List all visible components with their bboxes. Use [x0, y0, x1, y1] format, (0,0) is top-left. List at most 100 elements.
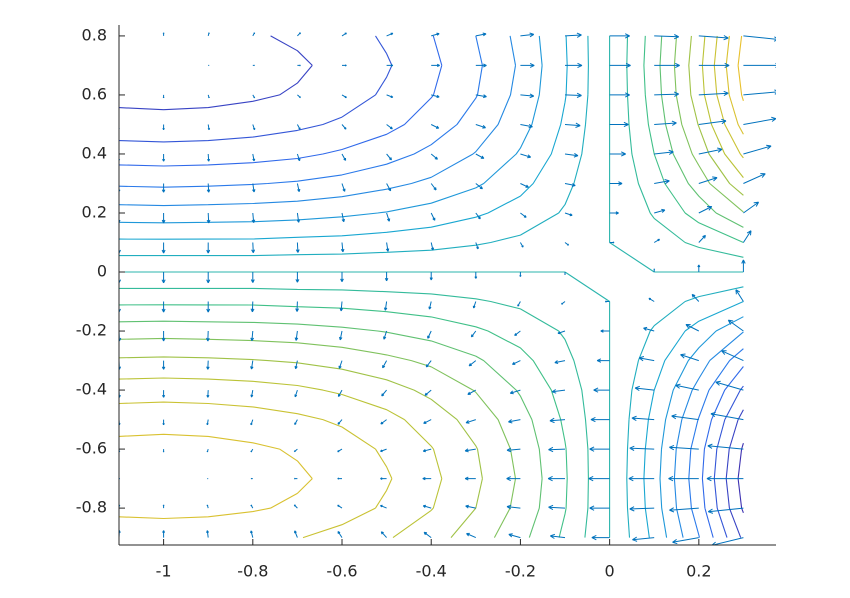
quiver-arrow [337, 530, 343, 538]
quiver-arrow [428, 301, 432, 310]
quiver-arrow [296, 212, 301, 223]
quiver-arrow [672, 537, 699, 545]
x-tick-label: -0.8 [237, 562, 268, 581]
quiver-arrow [251, 212, 256, 223]
quiver-arrow [634, 385, 655, 392]
x-tick-label: -0.4 [416, 562, 447, 581]
quiver-arrow [206, 183, 211, 193]
quiver-arrow [206, 360, 210, 370]
quiver-arrow [340, 242, 345, 253]
quiver-arrow [698, 62, 730, 69]
quiver-arrow [609, 62, 631, 69]
quiver-arrow [206, 330, 210, 342]
quiver-arrow [654, 34, 680, 40]
quiver-arrow [295, 301, 299, 312]
quiver-arrow [207, 153, 211, 162]
quiver-arrow [506, 504, 521, 510]
y-tick-label: -0.2 [76, 321, 107, 340]
quiver-arrow [430, 212, 436, 221]
quiver-arrow [509, 389, 521, 395]
quiver-arrow [669, 444, 699, 451]
quiver-arrow [548, 504, 566, 511]
quiver-arrow [162, 419, 165, 426]
quiver-arrow [512, 360, 521, 365]
quiver-arrow [698, 118, 727, 125]
quiver-arrow [520, 123, 533, 129]
quiver-arrow [250, 360, 254, 370]
quiver-arrow [337, 419, 343, 425]
quiver-arrow [161, 242, 166, 254]
quiver-arrow [680, 353, 699, 362]
quiver-arrow [632, 536, 655, 542]
quiver-arrow [609, 121, 629, 128]
contour-line [119, 35, 744, 538]
quiver-arrow [162, 94, 165, 99]
quiver-arrow [470, 330, 477, 338]
quiver-arrow [252, 124, 256, 131]
quiver-arrow [564, 152, 579, 158]
contour-line [119, 35, 744, 520]
quiver-arrow [297, 64, 301, 67]
quiver-arrow [648, 297, 655, 302]
quiver-arrow [604, 300, 610, 303]
quiver-arrow [743, 173, 766, 184]
quiver-arrow [654, 149, 674, 155]
quiver-arrow [520, 183, 529, 188]
contour-line [119, 35, 744, 538]
quiver-arrow [591, 534, 610, 541]
quiver-arrow [250, 448, 254, 453]
quiver-arrow [341, 94, 347, 99]
quiver-arrow [547, 475, 565, 482]
quiver-arrow [685, 324, 700, 332]
quiver-arrow [506, 476, 521, 482]
quiver-arrow [341, 124, 347, 130]
quiver-arrow [429, 272, 433, 281]
quiver-arrow [565, 62, 583, 69]
quiver-arrow [250, 530, 254, 538]
quiver-arrow [386, 212, 391, 222]
quiver-arrow [293, 504, 298, 509]
quiver-arrow [548, 446, 566, 453]
quiver-arrow [465, 419, 476, 424]
quiver-arrow [380, 448, 387, 453]
quiver-arrow [654, 62, 680, 69]
quiver-arrow [475, 242, 479, 250]
quiver-arrow [431, 94, 440, 98]
y-tick-label: 0.2 [82, 202, 107, 221]
quiver-arrow [386, 183, 392, 192]
quiver-arrow [251, 242, 256, 254]
quiver-arrow [339, 330, 343, 341]
contour-line [119, 35, 744, 538]
quiver-arrow [468, 360, 477, 367]
quiver-arrow [464, 448, 476, 453]
quiver-arrow [424, 389, 432, 396]
quiver-arrow [475, 212, 481, 220]
quiver-arrow [557, 330, 566, 335]
quiver-arrow [386, 153, 392, 161]
quiver-arrow [564, 183, 576, 187]
quiver-arrow [467, 389, 477, 395]
quiver-arrow [162, 449, 165, 453]
quiver-arrow [384, 272, 389, 282]
quiver-arrow [743, 201, 760, 214]
quiver-arrow [341, 153, 347, 161]
quiver-arrow [296, 153, 301, 162]
quiver-arrow [506, 447, 521, 453]
quiver-arrow [743, 35, 776, 42]
quiver-arrow [252, 183, 256, 193]
quiver-arrow [341, 32, 347, 37]
quiver-arrow [593, 387, 610, 393]
quiver-arrow [250, 477, 253, 480]
quiver-arrow [475, 94, 487, 99]
quiver-arrow [588, 475, 610, 482]
quiver-arrow [294, 330, 299, 341]
quiver-arrow [337, 477, 342, 480]
quiver-arrow [295, 272, 300, 283]
y-tick-label: -0.4 [76, 380, 107, 399]
quiver-arrow [337, 504, 343, 509]
quiver-arrow [698, 206, 713, 214]
quiver-arrow [207, 32, 210, 37]
contour-line [119, 35, 744, 538]
quiver-arrow [250, 390, 254, 398]
quiver-arrow [380, 504, 387, 509]
